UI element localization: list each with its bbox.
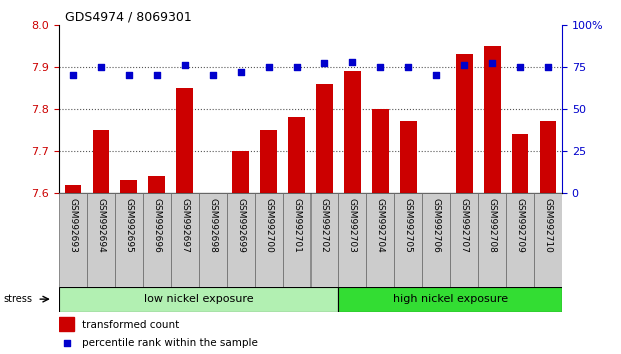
Point — [375, 64, 385, 70]
Text: low nickel exposure: low nickel exposure — [144, 294, 253, 304]
Point — [319, 61, 329, 66]
Bar — [288, 117, 305, 193]
Point — [515, 64, 525, 70]
Point — [68, 72, 78, 78]
Text: GDS4974 / 8069301: GDS4974 / 8069301 — [65, 11, 192, 24]
Text: GSM992699: GSM992699 — [236, 198, 245, 252]
Point — [404, 64, 414, 70]
Bar — [310, 193, 338, 287]
Text: GSM992710: GSM992710 — [543, 198, 553, 252]
Text: GSM992705: GSM992705 — [404, 198, 413, 252]
Bar — [338, 193, 366, 287]
Text: GSM992694: GSM992694 — [96, 198, 106, 252]
Point — [374, 266, 384, 271]
Bar — [478, 193, 506, 287]
Bar — [534, 193, 562, 287]
Bar — [394, 193, 422, 287]
Bar — [115, 193, 143, 287]
Text: GSM992697: GSM992697 — [180, 198, 189, 252]
Text: stress: stress — [3, 294, 32, 304]
Bar — [422, 193, 450, 287]
Bar — [338, 287, 562, 312]
Bar — [260, 130, 277, 193]
Bar — [93, 130, 109, 193]
Point — [152, 72, 161, 78]
Point — [431, 72, 441, 78]
Text: GSM992703: GSM992703 — [348, 198, 357, 252]
Bar — [456, 54, 473, 193]
Point — [543, 64, 553, 70]
Text: percentile rank within the sample: percentile rank within the sample — [81, 338, 258, 348]
Bar — [400, 121, 417, 193]
Text: GSM992695: GSM992695 — [124, 198, 134, 252]
Text: GSM992706: GSM992706 — [432, 198, 441, 252]
Text: high nickel exposure: high nickel exposure — [392, 294, 508, 304]
Bar — [316, 84, 333, 193]
Bar — [512, 134, 528, 193]
Bar — [171, 193, 199, 287]
Bar — [450, 193, 478, 287]
Bar — [59, 287, 338, 312]
Text: GSM992696: GSM992696 — [152, 198, 161, 252]
Bar — [143, 193, 171, 287]
Point — [124, 72, 134, 78]
Bar — [120, 180, 137, 193]
Bar — [344, 71, 361, 193]
Bar — [372, 109, 389, 193]
Bar — [232, 151, 249, 193]
Text: GSM992707: GSM992707 — [460, 198, 469, 252]
Point — [207, 72, 217, 78]
Point — [292, 64, 302, 70]
Bar — [283, 193, 310, 287]
Bar — [540, 121, 556, 193]
Text: GSM992701: GSM992701 — [292, 198, 301, 252]
Bar — [506, 193, 534, 287]
Text: GSM992700: GSM992700 — [264, 198, 273, 252]
Bar — [59, 193, 87, 287]
Text: GSM992709: GSM992709 — [515, 198, 525, 252]
Bar — [65, 184, 81, 193]
Bar — [199, 193, 227, 287]
Text: GSM992702: GSM992702 — [320, 198, 329, 252]
Point — [459, 62, 469, 68]
Point — [235, 69, 245, 75]
Text: GSM992708: GSM992708 — [487, 198, 497, 252]
Point — [263, 64, 273, 70]
Point — [348, 59, 358, 64]
Bar — [484, 46, 501, 193]
Text: transformed count: transformed count — [81, 320, 179, 330]
Bar — [366, 193, 394, 287]
Bar — [148, 176, 165, 193]
Point — [96, 64, 106, 70]
Bar — [59, 317, 74, 331]
Bar — [87, 193, 115, 287]
Text: GSM992693: GSM992693 — [68, 198, 78, 252]
Bar — [255, 193, 283, 287]
Bar — [227, 193, 255, 287]
Point — [487, 61, 497, 66]
Text: GSM992704: GSM992704 — [376, 198, 385, 252]
Text: GSM992698: GSM992698 — [208, 198, 217, 252]
Bar — [176, 88, 193, 193]
Point — [180, 62, 190, 68]
